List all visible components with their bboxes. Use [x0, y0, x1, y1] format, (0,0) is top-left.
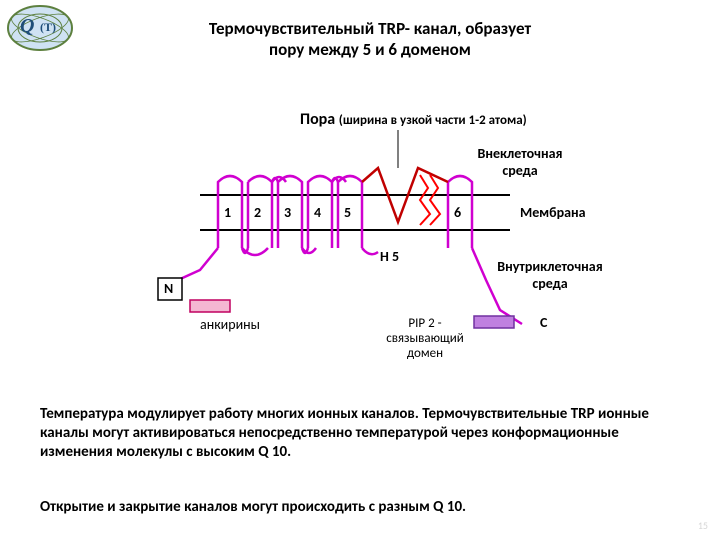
logo-t: (T) — [40, 20, 56, 35]
title-line1: Термочувствительный TRP- канал, образует — [209, 18, 531, 39]
slide-number: 15 — [698, 519, 708, 532]
domain-num-4: 4 — [314, 204, 321, 221]
n-label: N — [164, 280, 173, 297]
extracellular-label: Внеклеточная среда — [460, 145, 580, 179]
pore-sub: (ширина в узкой части 1-2 атома) — [339, 113, 527, 128]
heat-zigzag-icon — [420, 175, 440, 225]
h5-label: H 5 — [380, 248, 399, 265]
pip2-l3: домен — [407, 346, 443, 361]
body-p2: Открытие и закрытие каналов могут происх… — [40, 498, 680, 516]
ankyrin-box — [190, 300, 230, 312]
title-line2: пору между 5 и 6 доменом — [269, 39, 471, 60]
domain-num-5: 5 — [344, 204, 351, 221]
intracellular-label: Внутриклеточная среда — [480, 258, 620, 292]
domain-num-3: 3 — [284, 204, 291, 221]
extracellular-l1: Внеклеточная — [477, 145, 562, 162]
logo-q: Q — [20, 15, 34, 38]
slide-title: Термочувствительный TRP- канал, образует… — [150, 18, 590, 60]
domain-num-1: 1 — [224, 204, 231, 221]
n-terminal-line — [178, 248, 218, 280]
domain-num-2: 2 — [254, 204, 261, 221]
body-p1: Температура модулирует работу многих ион… — [40, 405, 680, 461]
domain-num-6: 6 — [454, 204, 461, 221]
pip2-label: PIP 2 - связывающий домен — [370, 316, 480, 361]
pip2-l1: PIP 2 - — [408, 316, 441, 331]
bottom-loop-5-6 — [362, 248, 378, 254]
pore-label-group: Пора (ширина в узкой части 1-2 атома) — [300, 110, 527, 129]
intracellular-l1: Внутриклеточная — [497, 258, 602, 275]
membrane-label: Мембрана — [520, 204, 586, 221]
c-label: C — [540, 314, 547, 331]
pore-label: Пора — [300, 110, 335, 129]
intracellular_l2: среда — [532, 275, 567, 292]
pip2-l2: связывающий — [386, 331, 464, 346]
ankyrin-label: анкирины — [200, 316, 260, 333]
c-terminal-box — [474, 316, 514, 328]
extracellular-l2: среда — [502, 162, 537, 179]
